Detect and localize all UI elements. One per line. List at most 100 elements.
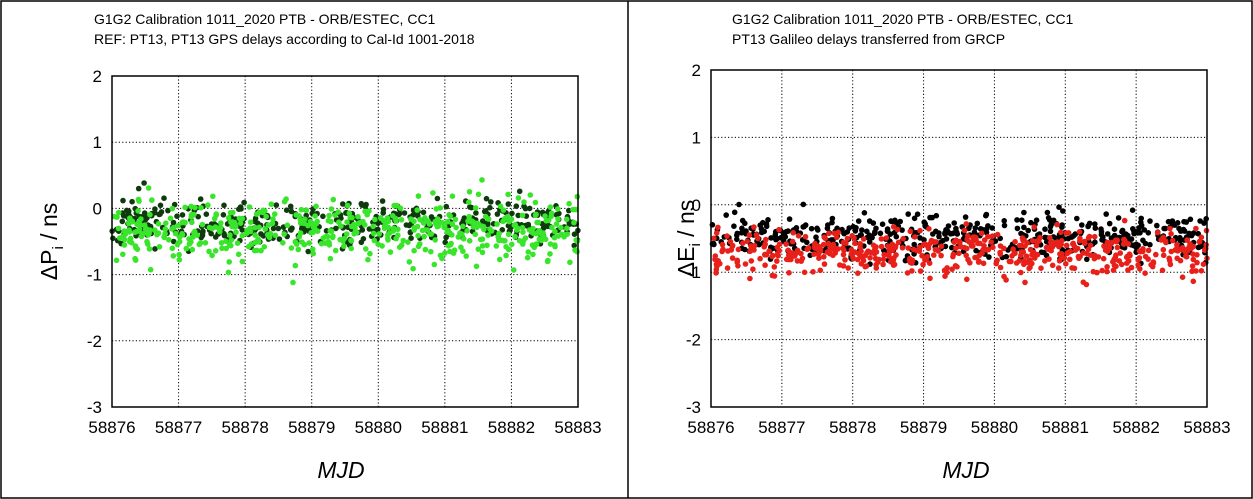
data-point [554,206,561,212]
data-point [195,213,201,220]
data-point [296,213,302,219]
data-point [1190,278,1197,285]
data-point [981,237,988,243]
data-point [831,230,838,237]
data-point [396,244,403,250]
data-point [313,203,319,210]
data-point [367,250,373,257]
data-point [114,214,120,220]
data-point [1014,217,1020,223]
data-point [840,245,846,251]
data-point [330,196,337,203]
data-point [953,225,959,232]
data-point [459,231,465,237]
data-point [980,260,987,267]
data-point [487,204,493,211]
data-point [360,236,367,242]
x-tick-label: 58883 [554,418,601,437]
data-point [1149,263,1156,270]
data-point [154,231,160,238]
data-point [1184,237,1190,243]
data-point [1050,239,1056,246]
data-point [724,233,730,239]
data-point [292,239,299,245]
data-point [917,235,923,241]
data-point [199,221,206,228]
data-point [420,209,427,216]
data-point [449,193,456,199]
data-point [1177,228,1184,234]
grid-lines [112,76,578,407]
y-tick-label: -3 [686,398,701,417]
data-point [571,242,577,249]
data-point [1016,258,1023,264]
data-point [330,233,336,239]
data-point [152,206,158,212]
data-point [358,200,365,207]
data-point [731,209,738,216]
data-point [1077,235,1083,242]
data-point [1142,270,1148,277]
data-point [983,226,990,232]
data-point [328,206,335,212]
data-point [969,243,975,249]
data-point [120,197,126,204]
data-point [892,243,899,250]
data-point [514,227,520,233]
data-point [866,218,873,224]
data-point [917,268,924,274]
data-point [899,245,906,251]
y-tick-label: 1 [692,128,701,147]
data-point [275,225,282,232]
data-point [1022,243,1028,249]
data-point [1194,259,1200,266]
data-point [217,228,223,235]
data-point [288,208,295,215]
data-point [174,213,180,219]
data-point [547,204,554,210]
data-point [1106,220,1113,227]
data-point [879,221,886,227]
data-point [212,248,219,254]
y-tick-label: -2 [87,332,102,351]
data-point [270,216,276,222]
data-point [327,255,334,262]
data-point [880,261,886,268]
data-point [430,190,436,196]
data-point [297,220,304,226]
data-point [458,244,464,250]
data-point [1064,250,1070,257]
data-point [290,279,296,286]
data-point [426,221,433,227]
data-point [1203,245,1209,252]
data-point [930,231,936,237]
data-point [1125,258,1132,264]
data-point [566,200,572,207]
data-point [449,232,455,238]
data-point [306,240,312,246]
data-point [1081,240,1088,247]
data-point [1055,265,1062,271]
data-point [391,202,398,209]
data-point [1042,226,1048,232]
data-point [553,212,560,218]
data-point [953,245,959,251]
data-point [1181,228,1188,234]
data-point [885,243,891,249]
data-point [411,227,417,233]
data-point [1063,261,1069,267]
data-point [387,249,394,255]
data-point [571,231,578,237]
data-point [739,225,745,232]
data-point [305,248,312,255]
data-point [1029,251,1035,258]
data-point [269,220,276,227]
data-point [1029,238,1036,244]
data-points [109,177,581,286]
data-point [1154,222,1160,229]
x-tick-label: 58881 [421,418,468,437]
data-point [748,258,755,264]
data-point [1136,225,1142,231]
data-point [776,226,782,233]
data-point [904,270,911,276]
